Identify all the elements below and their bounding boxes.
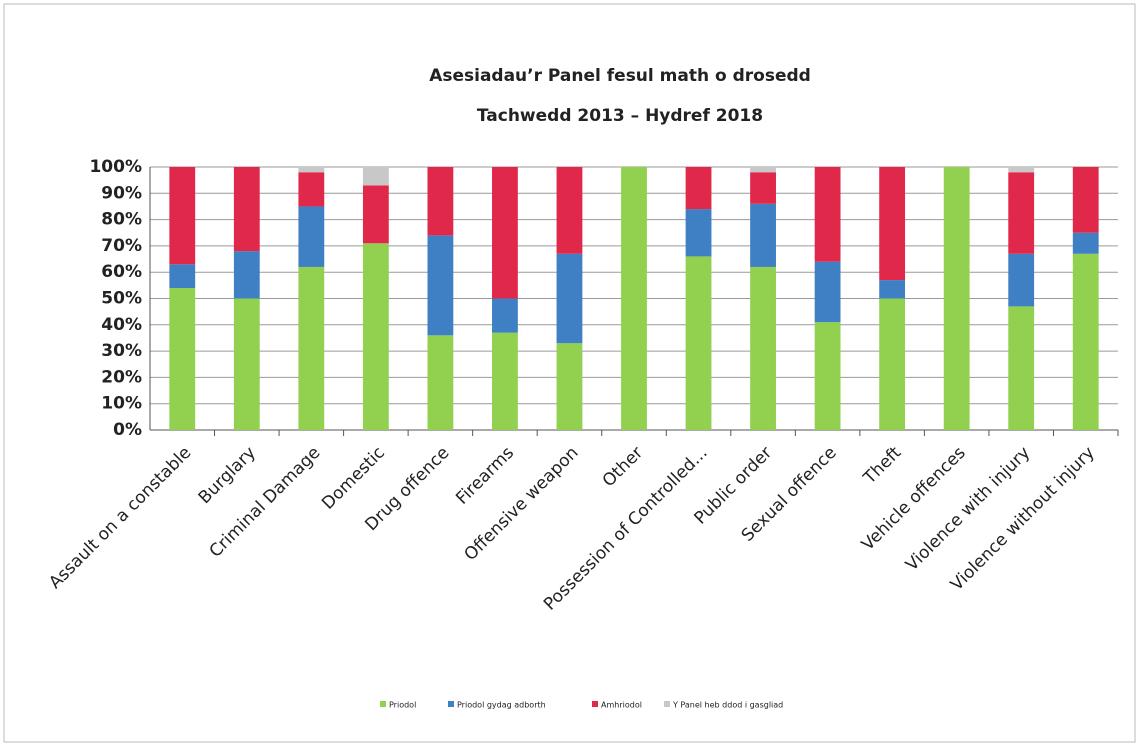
bar-segment xyxy=(169,287,196,430)
bar-segment xyxy=(943,167,970,430)
y-tick-label: 40% xyxy=(101,315,142,335)
bar-segment xyxy=(879,280,906,299)
bar-segment xyxy=(1072,253,1099,430)
bar-segment xyxy=(1008,253,1035,307)
bar-segment xyxy=(1008,167,1035,173)
y-tick-label: 50% xyxy=(101,289,142,309)
bar-segment xyxy=(750,172,776,204)
bar-segment xyxy=(492,298,518,333)
legend-swatch xyxy=(592,701,598,707)
legend-label: Y Panel heb ddod i gasgliad xyxy=(672,701,783,710)
legend-label: Priodol xyxy=(389,701,416,710)
chart-subtitle: Tachwedd 2013 – Hydref 2018 xyxy=(477,106,763,126)
bar-segment xyxy=(1072,232,1099,254)
y-tick-label: 90% xyxy=(101,183,142,203)
bar-segment xyxy=(169,167,196,265)
bar-segment xyxy=(233,298,260,430)
bar-segment xyxy=(750,167,776,173)
bar-segment xyxy=(814,322,841,430)
chart-title: Asesiadau’r Panel fesul math o drosedd xyxy=(429,66,811,86)
bar-segment xyxy=(556,167,583,254)
y-tick-label: 20% xyxy=(101,367,142,387)
y-tick-label: 70% xyxy=(101,236,142,256)
bar-segment xyxy=(879,298,906,430)
bar-segment xyxy=(685,256,712,430)
y-tick-label: 100% xyxy=(89,157,142,177)
y-tick-label: 60% xyxy=(101,262,142,282)
bar-segment xyxy=(233,167,260,252)
bar-segment xyxy=(621,167,647,430)
bar-segment xyxy=(492,332,518,430)
bar-segment xyxy=(427,167,454,236)
bar-segment xyxy=(879,167,906,281)
legend-swatch xyxy=(664,701,670,707)
bar-segment xyxy=(169,264,196,288)
bar-segment xyxy=(1072,167,1099,233)
legend-swatch xyxy=(448,701,454,707)
bar-segment xyxy=(1008,306,1035,430)
y-tick-label: 10% xyxy=(101,394,142,414)
bar-segment xyxy=(298,172,325,207)
y-tick-label: 30% xyxy=(101,341,142,361)
bar-segment xyxy=(362,167,389,186)
bar-segment xyxy=(814,167,841,262)
y-tick-label: 0% xyxy=(113,420,142,440)
bar-segment xyxy=(427,235,454,336)
y-tick-label: 80% xyxy=(101,210,142,230)
bar-segment xyxy=(362,243,389,430)
bar-segment xyxy=(556,343,583,430)
bar-segment xyxy=(298,266,325,430)
legend-label: Priodol gydag adborth xyxy=(457,701,546,710)
bar-segment xyxy=(298,167,325,173)
bar-segment xyxy=(233,251,260,299)
bar-segment xyxy=(750,266,776,430)
bar-segment xyxy=(362,185,389,244)
bar-segment xyxy=(750,203,776,267)
bar-segment xyxy=(556,253,583,344)
bar-segment xyxy=(427,335,454,430)
bar-segment xyxy=(298,206,325,267)
legend-swatch xyxy=(380,701,386,707)
bar-segment xyxy=(492,167,518,299)
bar-segment xyxy=(1008,172,1035,254)
bar-segment xyxy=(685,167,712,210)
legend-label: Amhriodol xyxy=(601,701,642,710)
bar-segment xyxy=(685,209,712,257)
bar-segment xyxy=(814,261,841,323)
